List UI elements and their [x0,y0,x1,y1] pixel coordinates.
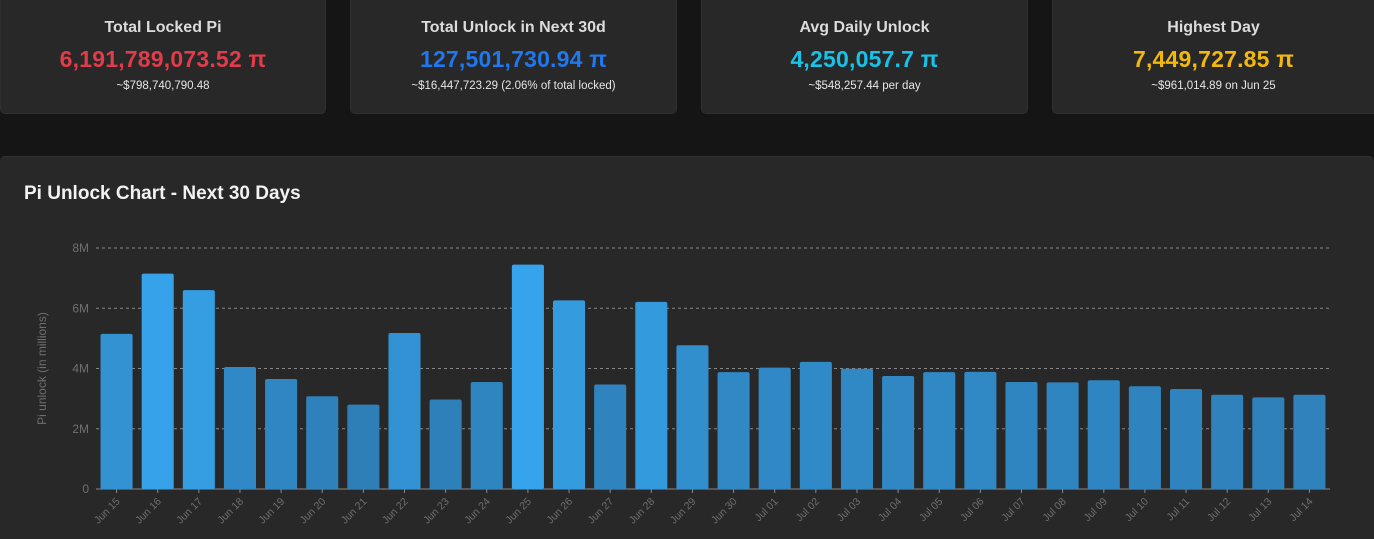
stat-card-total-unlock-30d: Total Unlock in Next 30d 127,501,730.94 … [350,0,677,114]
x-tick-label: Jun 18 [215,496,246,527]
bar-jul-14[interactable] [1293,394,1326,489]
x-tick-label: Jul 04 [876,496,904,524]
stats-cards: Total Locked Pi 6,191,789,073.52 π ~$798… [0,0,1374,116]
x-tick-label: Jun 24 [462,496,493,527]
bar-jun-30[interactable] [717,372,750,489]
x-tick-label: Jul 11 [1164,496,1192,524]
stat-card-subtext: ~$798,740,790.48 [116,80,210,92]
x-tick-label: Jun 27 [586,496,617,527]
stat-card-value: 7,449,727.85 π [1132,46,1295,72]
x-tick-label: Jun 23 [421,496,452,527]
stat-card-value: 127,501,730.94 π [419,46,608,72]
bar-jul-11[interactable] [1169,388,1203,489]
bar-jul-03[interactable] [840,368,874,489]
x-tick-label: Jul 03 [835,496,863,524]
x-tick-label: Jul 12 [1205,496,1233,524]
bar-jul-02[interactable] [799,361,832,489]
x-tick-label: Jul 10 [1123,496,1151,524]
bar-jul-01[interactable] [758,367,791,489]
bar-jun-21[interactable] [347,404,380,489]
bar-jun-17[interactable] [182,290,215,489]
stat-card-title: Total Unlock in Next 30d [421,19,606,36]
bar-jul-04[interactable] [882,376,915,489]
bar-jun-16[interactable] [141,273,174,489]
x-tick-label: Jun 30 [709,496,740,527]
bar-jul-07[interactable] [1005,382,1038,489]
bar-jul-12[interactable] [1211,394,1244,489]
x-tick-label: Jul 13 [1246,496,1274,524]
bar-jul-05[interactable] [923,372,956,489]
bar-jun-22[interactable] [388,332,421,489]
bar-jun-19[interactable] [265,379,298,489]
bar-jun-26[interactable] [552,300,586,489]
bar-jun-23[interactable] [429,399,462,489]
bar-jun-24[interactable] [470,382,503,489]
bar-jul-10[interactable] [1128,386,1161,489]
x-tick-label: Jun 22 [380,496,411,527]
x-tick-label: Jun 16 [133,496,164,527]
x-tick-label: Jul 08 [1040,496,1068,524]
bar-jun-27[interactable] [594,384,627,489]
x-tick-label: Jun 20 [298,496,329,527]
x-tick-label: Jul 09 [1082,496,1110,524]
stat-card-highest-day: Highest Day 7,449,727.85 π ~$961,014.89 … [1052,0,1374,114]
x-tick-label: Jun 19 [256,496,287,527]
stat-card-value: 4,250,057.7 π [790,46,939,72]
bar-jul-08[interactable] [1046,382,1079,489]
stat-card-subtext: ~$961,014.89 on Jun 25 [1151,80,1276,92]
x-tick-label: Jun 17 [174,496,205,527]
stat-card-value: 6,191,789,073.52 π [59,46,267,72]
y-tick-label: 4M [72,362,89,376]
stat-card-title: Highest Day [1167,19,1260,36]
stat-card-avg-daily-unlock: Avg Daily Unlock 4,250,057.7 π ~$548,257… [701,0,1028,114]
y-tick-label: 2M [72,422,89,436]
x-tick-label: Jun 15 [92,496,123,527]
x-tick-label: Jun 25 [503,496,534,527]
x-tick-label: Jul 07 [999,496,1027,524]
bar-jul-13[interactable] [1252,397,1285,489]
bar-jun-28[interactable] [635,301,668,489]
bar-jun-18[interactable] [223,366,257,489]
stat-card-subtext: ~$548,257.44 per day [808,80,921,92]
stat-card-subtext: ~$16,447,723.29 (2.06% of total locked) [411,80,616,92]
x-tick-label: Jul 05 [917,496,945,524]
bar-jun-25[interactable] [511,264,544,489]
x-tick-label: Jul 06 [958,496,986,524]
stat-card-title: Total Locked Pi [104,19,222,36]
stat-card-total-locked: Total Locked Pi 6,191,789,073.52 π ~$798… [0,0,326,114]
x-tick-label: Jul 02 [794,496,822,524]
bar-jun-20[interactable] [306,396,339,489]
x-tick-label: Jun 21 [339,496,370,527]
chart-title: Pi Unlock Chart - Next 30 Days [24,183,301,204]
x-tick-label: Jun 28 [627,496,658,527]
y-axis-label: Pi unlock (in millions) [35,312,49,425]
x-tick-label: Jun 26 [544,496,575,527]
bar-jun-29[interactable] [676,345,709,489]
y-tick-label: 0 [82,482,89,496]
y-tick-label: 8M [72,241,89,255]
bar-jun-15[interactable] [100,333,133,489]
x-tick-label: Jun 29 [668,496,699,527]
bar-jul-09[interactable] [1087,380,1120,489]
x-tick-label: Jul 01 [753,496,781,524]
y-tick-label: 6M [72,301,89,315]
x-tick-label: Jul 14 [1287,496,1315,524]
stat-card-title: Avg Daily Unlock [799,19,930,36]
bar-jul-06[interactable] [964,371,997,489]
